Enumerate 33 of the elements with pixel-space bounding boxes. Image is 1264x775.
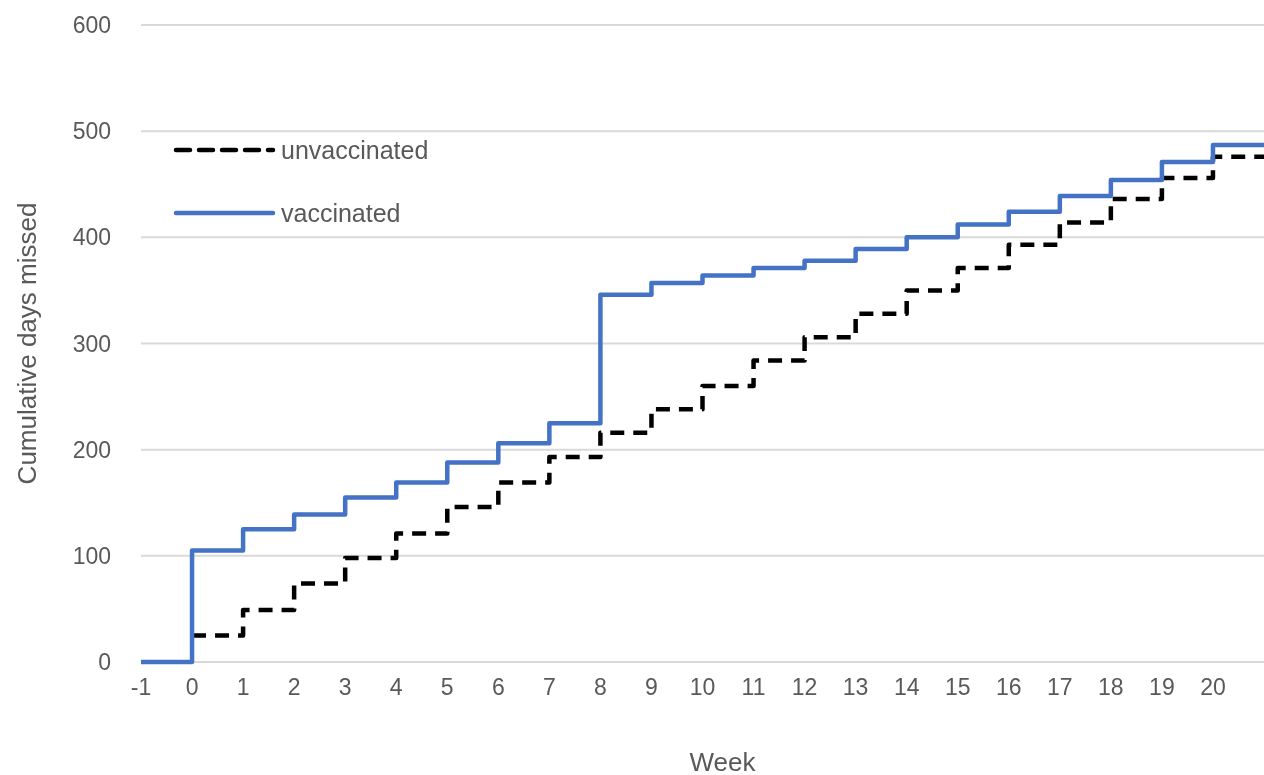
x-tick-label: 20 — [1200, 674, 1226, 700]
legend-label: vaccinated — [281, 198, 401, 227]
x-tick-label: 3 — [338, 674, 352, 700]
x-tick-label: 15 — [944, 674, 971, 700]
x-tick-label: 7 — [542, 674, 556, 700]
x-tick-label: 4 — [389, 674, 403, 700]
x-tick-label: 13 — [842, 674, 869, 700]
y-tick-label: 300 — [72, 330, 111, 357]
x-tick-label: 6 — [491, 674, 505, 700]
x-tick-label: 19 — [1149, 674, 1175, 700]
x-tick-label: 11 — [741, 674, 766, 700]
x-tick-label: 1 — [236, 674, 250, 700]
y-axis-title: Cumulative days missed — [12, 202, 42, 485]
x-tick-label: 2 — [287, 674, 301, 700]
x-tick-label: 8 — [594, 674, 607, 700]
x-tick-label: 12 — [791, 674, 818, 700]
x-axis-title: Week — [689, 747, 757, 775]
y-tick-label: 200 — [72, 436, 111, 463]
y-tick-label: 100 — [72, 542, 111, 569]
x-tick-label: 14 — [893, 674, 920, 700]
x-tick-label: 18 — [1098, 674, 1124, 700]
x-tick-label: 10 — [689, 674, 716, 700]
x-tick-label: 9 — [645, 674, 658, 700]
y-tick-label: 400 — [72, 224, 111, 251]
y-tick-label: 500 — [72, 118, 111, 145]
x-tick-label: -1 — [130, 674, 152, 700]
legend-label: unvaccinated — [281, 135, 429, 164]
x-tick-label: 17 — [1047, 674, 1073, 700]
x-tick-label: 0 — [185, 674, 199, 700]
y-tick-label: 600 — [72, 12, 111, 39]
x-tick-label: 16 — [995, 674, 1022, 700]
x-tick-label: 5 — [440, 674, 454, 700]
y-tick-label: 0 — [98, 649, 111, 676]
